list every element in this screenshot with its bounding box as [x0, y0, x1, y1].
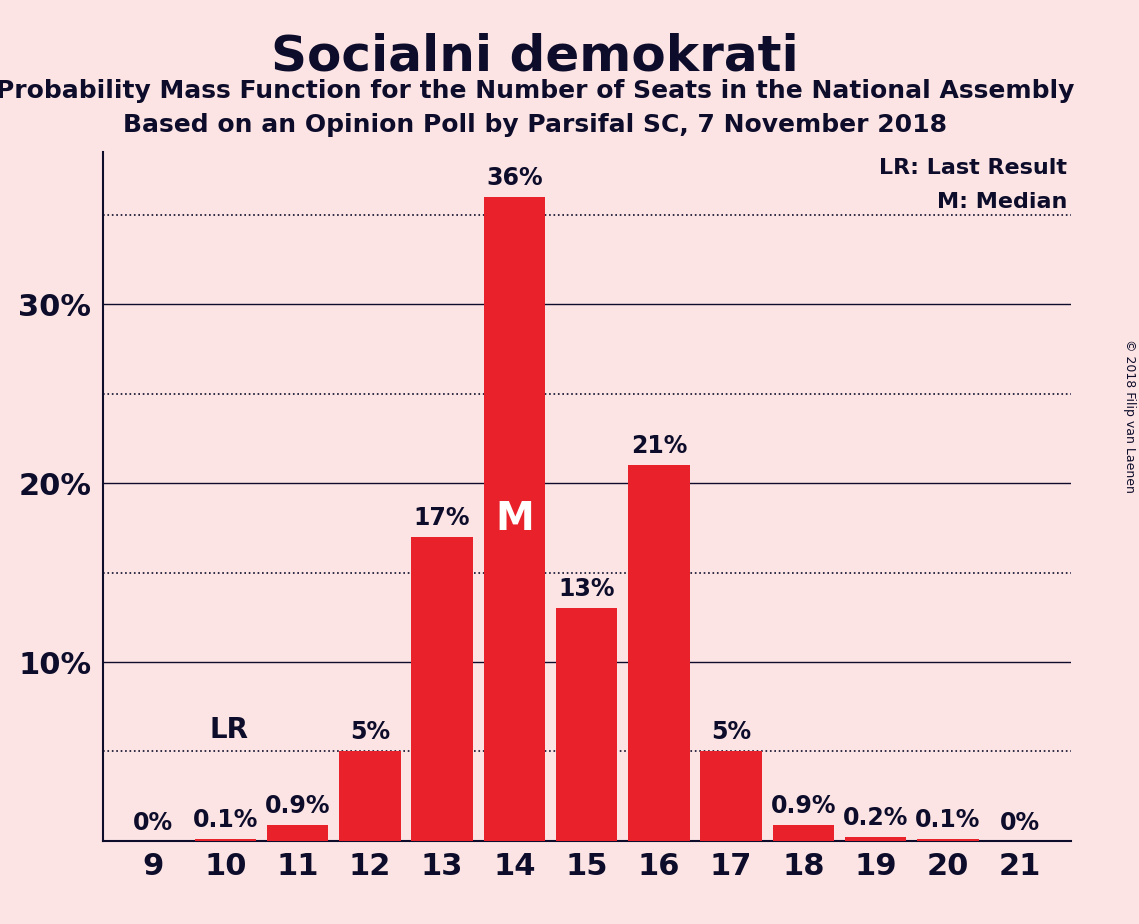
Text: LR: LR — [210, 716, 248, 745]
Text: 0.1%: 0.1% — [192, 808, 259, 832]
Text: 0.1%: 0.1% — [915, 808, 981, 832]
Text: 13%: 13% — [558, 578, 615, 602]
Text: 17%: 17% — [413, 505, 470, 529]
Text: 0%: 0% — [133, 811, 173, 835]
Text: 5%: 5% — [350, 721, 390, 745]
Bar — [556, 608, 617, 841]
Bar — [700, 751, 762, 841]
Text: LR: Last Result: LR: Last Result — [879, 158, 1067, 177]
Text: M: Median: M: Median — [936, 192, 1067, 212]
Text: M: M — [495, 500, 534, 538]
Text: 36%: 36% — [486, 166, 542, 190]
Text: 0.9%: 0.9% — [771, 794, 836, 818]
Text: 0.2%: 0.2% — [843, 806, 908, 830]
Text: 5%: 5% — [711, 721, 751, 745]
Text: Socialni demokrati: Socialni demokrati — [271, 32, 800, 80]
Bar — [628, 466, 689, 841]
Text: 21%: 21% — [631, 434, 687, 458]
Bar — [772, 825, 834, 841]
Bar — [845, 837, 907, 841]
Text: Probability Mass Function for the Number of Seats in the National Assembly: Probability Mass Function for the Number… — [0, 79, 1074, 103]
Bar — [484, 197, 546, 841]
Bar — [339, 751, 401, 841]
Text: Based on an Opinion Poll by Parsifal SC, 7 November 2018: Based on an Opinion Poll by Parsifal SC,… — [123, 113, 948, 137]
Bar — [267, 825, 328, 841]
Text: 0%: 0% — [1000, 811, 1040, 835]
Text: 0.9%: 0.9% — [265, 794, 330, 818]
Text: © 2018 Filip van Laenen: © 2018 Filip van Laenen — [1123, 339, 1137, 492]
Bar — [411, 537, 473, 841]
Bar — [195, 839, 256, 841]
Bar — [917, 839, 978, 841]
